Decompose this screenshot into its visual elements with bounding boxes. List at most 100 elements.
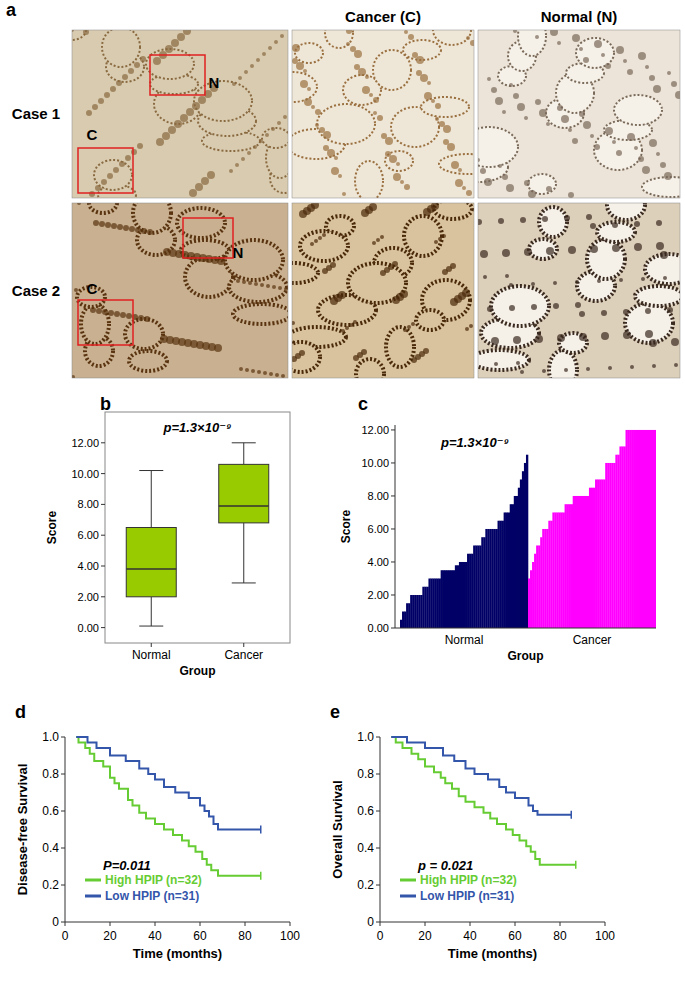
survival-curve: [391, 737, 571, 815]
nucleus: [498, 218, 504, 224]
box: [219, 464, 269, 523]
nucleus: [147, 229, 153, 235]
nucleus: [623, 331, 631, 339]
nucleus: [671, 81, 677, 87]
nucleus: [113, 167, 119, 173]
bar: [526, 455, 528, 628]
bar: [577, 496, 579, 628]
nucleus: [455, 179, 463, 187]
nucleus: [612, 222, 618, 228]
nucleus: [134, 62, 140, 68]
nucleus: [642, 166, 650, 174]
nucleus: [546, 247, 554, 255]
annotation: P=0.011: [103, 858, 151, 873]
nucleus: [546, 122, 550, 126]
nucleus: [83, 30, 89, 35]
bar: [554, 512, 556, 628]
tick: [61, 848, 65, 849]
nucleus: [447, 143, 455, 151]
gland: [491, 286, 549, 326]
nucleus: [311, 203, 319, 209]
nucleus: [396, 162, 400, 166]
nucleus: [535, 335, 543, 343]
legend-label: Low HPIP (n=31): [105, 889, 199, 903]
nucleus: [590, 245, 598, 253]
legend-label: High HPIP (n=32): [420, 873, 517, 887]
gland: [518, 30, 546, 56]
nucleus: [369, 93, 373, 97]
tick: [391, 594, 395, 595]
nucleus: [122, 74, 128, 80]
nucleus: [660, 251, 668, 259]
nucleus: [129, 226, 135, 232]
nucleus: [119, 161, 125, 167]
nucleus: [575, 280, 579, 284]
tick-label: 0.00: [78, 622, 99, 634]
bar: [538, 545, 540, 628]
nucleus: [377, 115, 383, 121]
nucleus: [487, 77, 491, 81]
nucleus: [564, 215, 570, 221]
tick-label: Normal: [132, 648, 171, 662]
nucleus: [509, 283, 513, 287]
region-label: N: [209, 74, 220, 91]
whisker: [243, 523, 244, 583]
nucleus: [236, 279, 240, 283]
gland: [416, 310, 444, 330]
gland: [529, 239, 557, 259]
survival-curve: [76, 737, 261, 830]
nucleus: [412, 52, 418, 58]
tick: [101, 442, 105, 443]
nucleus: [616, 46, 624, 54]
gland: [89, 203, 117, 213]
region-box: [183, 218, 233, 258]
nucleus: [392, 261, 398, 267]
tick: [101, 473, 105, 474]
nucleus: [253, 145, 257, 149]
whisker-cap: [139, 626, 163, 627]
nucleus: [108, 310, 114, 316]
nucleus: [539, 109, 547, 117]
nucleus: [438, 237, 442, 241]
nucleus: [315, 123, 319, 127]
box: [126, 528, 176, 597]
nucleus: [322, 233, 326, 237]
bar: [467, 554, 469, 628]
nucleus: [334, 156, 338, 160]
nucleus: [354, 64, 360, 70]
nucleus: [381, 133, 387, 139]
nucleus: [400, 290, 408, 298]
nucleus: [254, 282, 258, 286]
bar: [646, 430, 648, 628]
nucleus: [466, 190, 472, 196]
survival-curve: [76, 737, 261, 876]
gland: [317, 104, 375, 144]
nucleus: [120, 312, 126, 318]
bar: [528, 578, 530, 628]
nucleus: [128, 68, 134, 74]
gland: [292, 72, 317, 102]
nucleus: [634, 146, 638, 150]
axis: [65, 922, 290, 923]
nucleus: [634, 243, 642, 251]
nucleus: [431, 203, 439, 210]
gland: [607, 203, 645, 220]
nucleus: [466, 36, 470, 40]
gland: [300, 231, 348, 261]
tick-label: 0.2: [357, 878, 374, 892]
censor-mark: [260, 826, 262, 834]
bar: [408, 603, 410, 628]
bar: [636, 430, 638, 628]
nucleus: [535, 99, 541, 105]
tick: [243, 643, 244, 647]
nucleus: [484, 178, 492, 186]
bar: [619, 446, 621, 628]
gland: [81, 304, 109, 344]
nucleus: [568, 192, 574, 198]
gland: [356, 359, 384, 378]
nucleus: [590, 134, 594, 138]
nucleus: [462, 186, 466, 190]
bar: [445, 570, 447, 628]
gland: [385, 151, 413, 171]
bars: [400, 430, 656, 628]
